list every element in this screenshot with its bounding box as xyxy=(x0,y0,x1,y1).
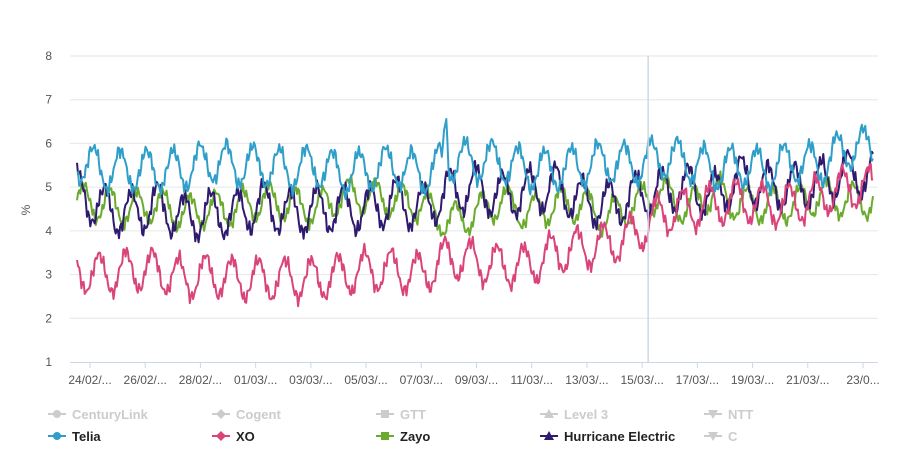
legend: CenturyLink Cogent GTT Level 3 NTT Telia XO Zay… xyxy=(48,407,753,444)
x-tick-label: 09/03/... xyxy=(455,373,498,387)
x-tick-label: 13/03/... xyxy=(565,373,608,387)
legend-item-xo[interactable]: XO xyxy=(212,429,255,444)
legend-item-ntt[interactable]: NTT xyxy=(704,407,753,422)
x-tick-label: 01/03/... xyxy=(234,373,277,387)
x-tick-label: 24/02/... xyxy=(68,373,111,387)
triangle-down-marker-icon xyxy=(708,432,718,441)
legend-item-telia[interactable]: Telia xyxy=(48,429,101,444)
y-tick-label: 3 xyxy=(45,268,52,282)
square-marker-icon xyxy=(381,410,389,418)
y-axis: 1 2 3 4 5 6 7 8 xyxy=(45,49,52,369)
y-tick-label: 7 xyxy=(45,93,52,107)
legend-label: Cogent xyxy=(236,407,281,422)
legend-label: Zayo xyxy=(400,429,430,444)
legend-item-hurricane-electric[interactable]: Hurricane Electric xyxy=(540,429,675,444)
series-line-xo xyxy=(76,163,874,308)
legend-label: Telia xyxy=(72,429,101,444)
legend-item-level-3[interactable]: Level 3 xyxy=(540,407,608,422)
legend-label: Level 3 xyxy=(564,407,608,422)
legend-item-zayo[interactable]: Zayo xyxy=(376,429,430,444)
diamond-marker-icon xyxy=(216,431,226,441)
legend-label: CenturyLink xyxy=(72,407,149,422)
diamond-marker-icon xyxy=(216,409,226,419)
x-tick-label: 11/03/... xyxy=(510,373,552,387)
legend-label: XO xyxy=(236,429,255,444)
legend-label: Hurricane Electric xyxy=(564,429,675,444)
triangle-marker-icon xyxy=(544,431,554,440)
triangle-marker-icon xyxy=(544,409,554,418)
x-tick-label: 26/02/... xyxy=(124,373,167,387)
y-tick-label: 4 xyxy=(45,224,52,238)
legend-item-c[interactable]: C xyxy=(704,429,738,444)
y-tick-label: 2 xyxy=(45,311,52,325)
legend-label: C xyxy=(728,429,738,444)
grid-layer xyxy=(70,55,878,319)
series-layer xyxy=(76,118,874,308)
legend-label: GTT xyxy=(400,407,426,422)
series-line-zayo xyxy=(76,170,874,238)
x-tick-label: 17/03/... xyxy=(676,373,719,387)
x-tick-label: 05/03/... xyxy=(344,373,387,387)
x-tick-label: 03/03/... xyxy=(289,373,332,387)
triangle-down-marker-icon xyxy=(708,410,718,419)
circle-marker-icon xyxy=(53,432,61,440)
x-tick-label: 23/0... xyxy=(846,373,879,387)
square-marker-icon xyxy=(381,432,389,440)
circle-marker-icon xyxy=(53,410,61,418)
legend-item-centurylink[interactable]: CenturyLink xyxy=(48,407,149,422)
y-tick-label: 1 xyxy=(45,355,52,369)
legend-item-cogent[interactable]: Cogent xyxy=(212,407,281,422)
x-tick-label: 28/02/... xyxy=(179,373,222,387)
x-tick-label: 21/03/... xyxy=(786,373,829,387)
x-tick-label: 19/03/... xyxy=(731,373,774,387)
x-axis: 24/02/... 26/02/... 28/02/... 01/03/... 03/0… xyxy=(68,362,880,387)
y-tick-label: 5 xyxy=(45,180,52,194)
x-tick-label: 15/03/... xyxy=(620,373,663,387)
series-line-hurricane-electric xyxy=(76,149,874,244)
series-line-telia xyxy=(76,118,874,201)
y-tick-label: 8 xyxy=(45,49,52,63)
x-tick-label: 07/03/... xyxy=(400,373,443,387)
y-axis-title: % xyxy=(19,204,33,215)
legend-item-gtt[interactable]: GTT xyxy=(376,407,426,422)
legend-label: NTT xyxy=(728,407,753,422)
y-tick-label: 6 xyxy=(45,136,52,150)
